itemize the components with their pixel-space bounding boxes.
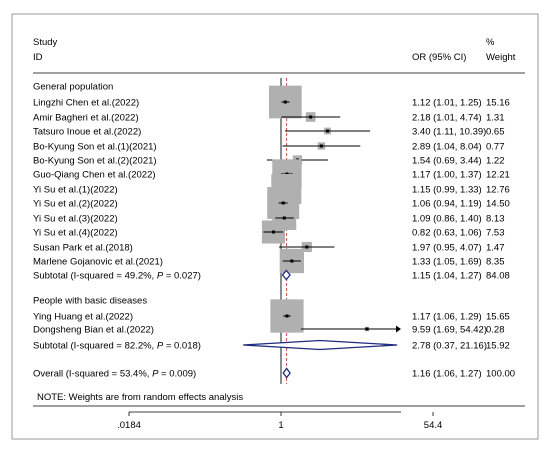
study-weight-text: 8.35 — [486, 257, 505, 268]
study-name: Yi Su et al.(1)(2022) — [33, 185, 118, 196]
study-ci-text: 3.40 (1.11, 10.39) — [412, 127, 486, 138]
study-weight-text: 0.65 — [486, 127, 505, 138]
x-tick-label: 54.4 — [424, 420, 443, 431]
text-layer: General population Lingzhi Chen et al.(20… — [33, 82, 515, 432]
study-weight-text: 12.76 — [486, 185, 510, 196]
weights-note: NOTE: Weights are from random effects an… — [37, 392, 243, 403]
study-name: Dongsheng Bian et al.(2022) — [33, 325, 154, 336]
study-name: Susan Park et al.(2018) — [33, 243, 133, 254]
study-ci-text: 1.12 (1.01, 1.25) — [412, 98, 482, 109]
study-point-estimate — [271, 230, 275, 234]
header-percent: % — [486, 37, 495, 48]
study-weight-text: 0.28 — [486, 325, 505, 336]
subtotal-diamond — [281, 269, 291, 281]
overall-summary: Overall (I-squared = 53.4%, P = 0.009) — [33, 369, 196, 380]
study-weight-text: 15.65 — [486, 312, 510, 323]
study-point-estimate — [305, 245, 309, 249]
study-weight-text: 1.31 — [486, 113, 505, 124]
study-point-estimate — [309, 115, 313, 119]
study-weight-text: 0.77 — [486, 142, 505, 153]
study-ci-text: 1.17 (1.00, 1.37) — [412, 170, 482, 181]
study-weight-text: 12.21 — [486, 170, 510, 181]
study-name: Tatsuro Inoue et al.(2022) — [33, 127, 141, 138]
x-tick-label: 1 — [278, 420, 283, 431]
overall-diamond — [282, 367, 291, 379]
study-name: Bo-Kyung Son et al.(1)(2021) — [33, 142, 157, 153]
x-tick-label: .0184 — [117, 420, 141, 431]
study-ci-text: 1.15 (0.99, 1.33) — [412, 185, 482, 196]
subtotal-basic-diseases-ci-text: 2.78 (0.37, 21.16) — [412, 341, 487, 352]
study-point-estimate — [290, 259, 294, 263]
study-point-estimate — [365, 327, 369, 331]
study-weight-text: 8.13 — [486, 214, 505, 225]
study-ci-text: 1.33 (1.05, 1.69) — [412, 257, 482, 268]
subtotal-general-population-weight-text: 84.08 — [486, 271, 510, 282]
study-ci-text: 9.59 (1.69, 54.42) — [412, 325, 487, 336]
study-ci-text: 1.09 (0.86, 1.40) — [412, 214, 482, 225]
overall-summary-ci-text: 1.16 (1.06, 1.27) — [412, 369, 482, 380]
study-name: Marlene Gojanovic et al.(2021) — [33, 257, 163, 268]
study-name: Yi Su et al.(3)(2022) — [33, 214, 118, 225]
study-name: Amir Bagheri et al.(2022) — [33, 113, 139, 124]
subtotal-diamond — [243, 339, 398, 351]
subtotal-basic-diseases-weight-text: 15.92 — [486, 341, 510, 352]
group-title: General population — [33, 82, 113, 93]
header-weight: Weight — [486, 52, 516, 63]
study-weight-text: 1.22 — [486, 156, 505, 167]
study-weight-text: 7.53 — [486, 228, 505, 239]
study-ci-text: 1.97 (0.95, 4.07) — [412, 243, 482, 254]
study-weight-text: 15.16 — [486, 98, 510, 109]
group-title: People with basic diseases — [33, 296, 147, 307]
study-ci-text: 1.54 (0.69, 3.44) — [412, 156, 482, 167]
study-ci-text: 0.82 (0.63, 1.06) — [412, 228, 482, 239]
study-point-estimate — [283, 100, 287, 104]
study-ci-text: 2.18 (1.01, 4.74) — [412, 113, 482, 124]
header-study: Study — [33, 37, 58, 48]
study-name: Yi Su et al.(4)(2022) — [33, 228, 118, 239]
study-name: Lingzhi Chen et al.(2022) — [33, 98, 139, 109]
study-point-estimate — [285, 314, 289, 318]
plot-layer — [128, 78, 434, 416]
overall-summary-weight-text: 100.00 — [486, 369, 515, 380]
study-name: Yi Su et al.(2)(2022) — [33, 199, 118, 210]
ci-arrow-marker — [396, 325, 401, 333]
study-weight-text: 1.47 — [486, 243, 505, 254]
study-ci-text: 2.89 (1.04, 8.04) — [412, 142, 482, 153]
subtotal-basic-diseases: Subtotal (I-squared = 82.2%, P = 0.018) — [33, 341, 201, 352]
study-ci-text: 1.17 (1.06, 1.29) — [412, 312, 482, 323]
header-or: OR (95% CI) — [412, 52, 466, 63]
study-point-estimate — [326, 129, 330, 133]
study-point-estimate — [281, 201, 285, 205]
study-name: Ying Huang et al.(2022) — [33, 312, 133, 323]
study-ci-text: 1.06 (0.94, 1.19) — [412, 199, 482, 210]
study-name: Bo-Kyung Son et al.(2)(2021) — [33, 156, 157, 167]
study-name: Guo-Qiang Chen et al.(2022) — [33, 170, 156, 181]
subtotal-general-population-ci-text: 1.15 (1.04, 1.27) — [412, 271, 482, 282]
study-point-estimate — [282, 216, 286, 220]
subtotal-general-population: Subtotal (I-squared = 49.2%, P = 0.027) — [33, 271, 201, 282]
study-point-estimate — [319, 144, 323, 148]
study-weight-text: 14.50 — [486, 199, 510, 210]
header-id: ID — [33, 52, 43, 63]
